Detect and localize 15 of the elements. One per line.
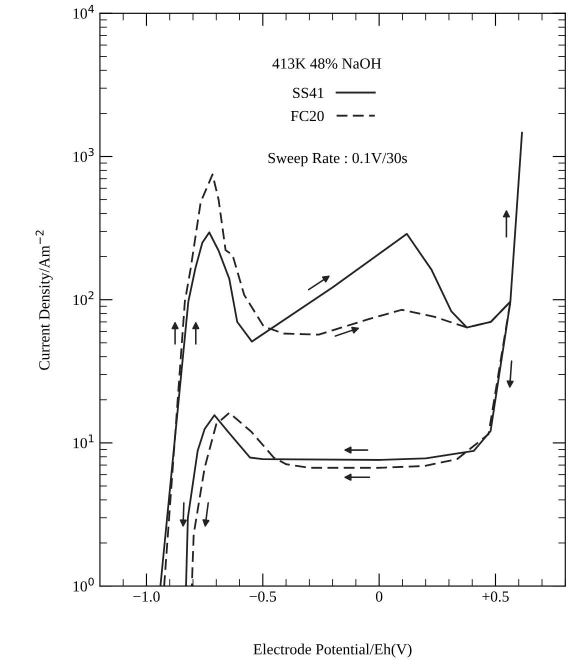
x-tick-label: −0.5	[250, 591, 276, 602]
annotation: 413K 48% NaOH	[272, 58, 382, 69]
x-tick-label: 0	[376, 591, 382, 602]
y-tick-label: 10$^{1}$	[74, 434, 94, 448]
y-tick-label: 10$^{3}$	[74, 148, 94, 162]
x-tick-label: +0.5	[482, 591, 509, 602]
legend-label: FC20	[290, 110, 324, 122]
y-axis-title: Current Density/Am$^{−2}$	[36, 230, 53, 370]
annotation: Sweep Rate : 0.1V/30s	[268, 152, 407, 166]
y-tick-label: 10$^{2}$	[74, 291, 94, 306]
legend-label: SS41	[293, 88, 324, 98]
y-tick-label: 10$^{0}$	[74, 578, 94, 592]
x-axis-title: Electrode Potential/Eh(V)	[254, 644, 412, 658]
x-tick-label: −1.0	[133, 591, 160, 602]
y-tick-label: 10$^{4}$	[74, 4, 94, 19]
